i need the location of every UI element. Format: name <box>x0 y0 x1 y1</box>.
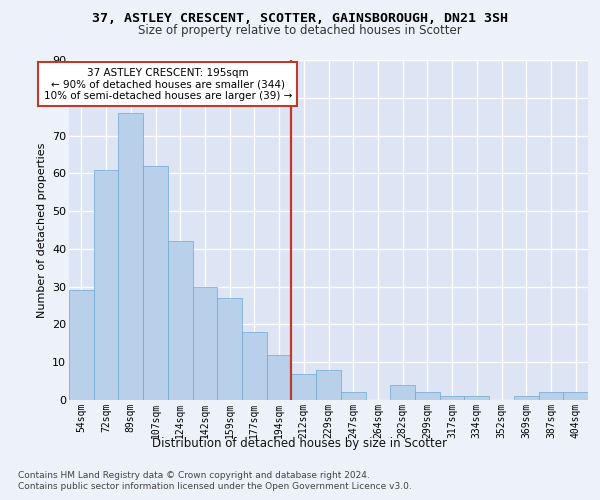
Text: Distribution of detached houses by size in Scotter: Distribution of detached houses by size … <box>152 438 448 450</box>
Y-axis label: Number of detached properties: Number of detached properties <box>37 142 47 318</box>
Bar <box>168 242 193 400</box>
Bar <box>539 392 563 400</box>
Bar <box>242 332 267 400</box>
Text: 37, ASTLEY CRESCENT, SCOTTER, GAINSBOROUGH, DN21 3SH: 37, ASTLEY CRESCENT, SCOTTER, GAINSBOROU… <box>92 12 508 26</box>
Text: Contains HM Land Registry data © Crown copyright and database right 2024.: Contains HM Land Registry data © Crown c… <box>18 471 370 480</box>
Bar <box>341 392 365 400</box>
Bar <box>464 396 489 400</box>
Bar <box>118 113 143 400</box>
Text: 37 ASTLEY CRESCENT: 195sqm
← 90% of detached houses are smaller (344)
10% of sem: 37 ASTLEY CRESCENT: 195sqm ← 90% of deta… <box>44 68 292 101</box>
Bar <box>69 290 94 400</box>
Bar <box>514 396 539 400</box>
Bar <box>390 385 415 400</box>
Bar <box>143 166 168 400</box>
Bar <box>267 354 292 400</box>
Bar <box>415 392 440 400</box>
Bar <box>94 170 118 400</box>
Bar <box>563 392 588 400</box>
Bar <box>440 396 464 400</box>
Text: Size of property relative to detached houses in Scotter: Size of property relative to detached ho… <box>138 24 462 37</box>
Bar <box>292 374 316 400</box>
Bar <box>193 286 217 400</box>
Text: Contains public sector information licensed under the Open Government Licence v3: Contains public sector information licen… <box>18 482 412 491</box>
Bar <box>217 298 242 400</box>
Bar <box>316 370 341 400</box>
